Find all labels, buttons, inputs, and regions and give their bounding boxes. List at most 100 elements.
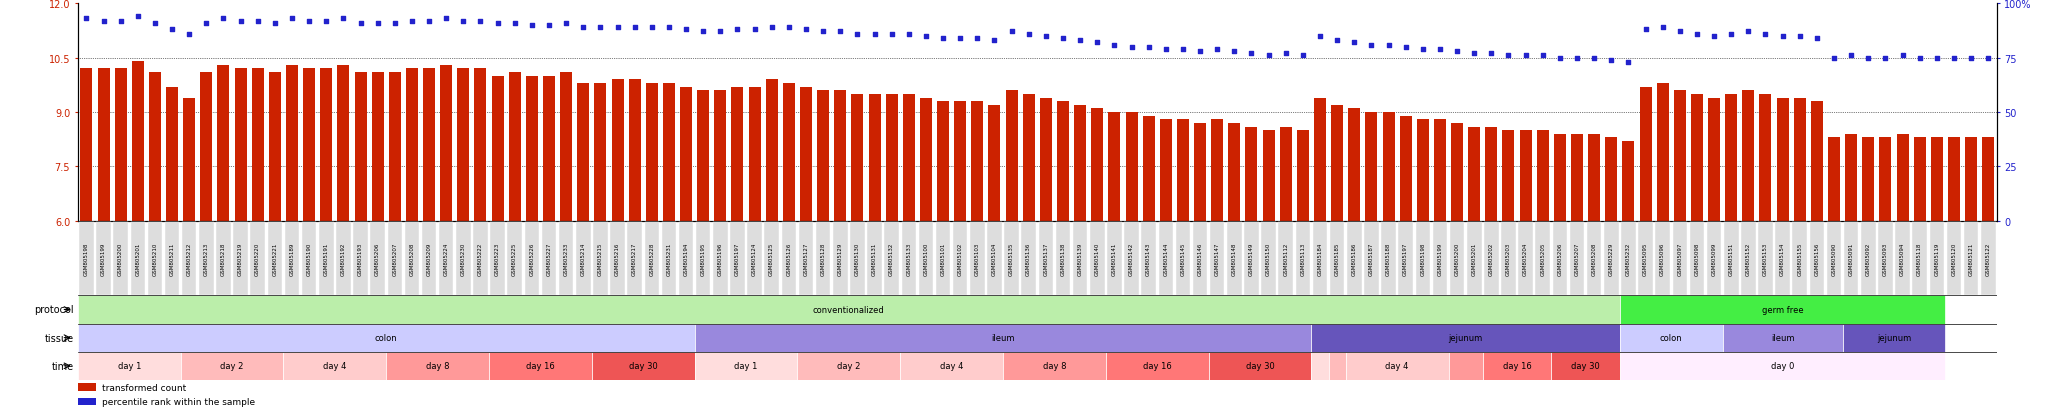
Bar bbox=[694, 324, 1311, 352]
Bar bbox=[1331, 105, 1343, 221]
Bar bbox=[1415, 221, 1430, 296]
Text: GSM805201: GSM805201 bbox=[135, 242, 141, 275]
Text: GSM805154: GSM805154 bbox=[1780, 242, 1786, 275]
Point bbox=[1526, 53, 1559, 59]
Bar bbox=[389, 73, 401, 221]
Bar bbox=[1894, 221, 1911, 296]
Point bbox=[498, 20, 530, 27]
Bar bbox=[113, 221, 127, 296]
Bar bbox=[1896, 135, 1909, 221]
Text: GSM805194: GSM805194 bbox=[684, 242, 688, 275]
Bar bbox=[150, 73, 162, 221]
Point bbox=[823, 29, 856, 36]
Bar bbox=[406, 69, 418, 221]
Bar bbox=[885, 221, 899, 296]
Bar bbox=[1843, 324, 1946, 352]
Bar bbox=[1399, 221, 1413, 296]
Bar bbox=[1759, 95, 1772, 221]
Bar bbox=[715, 91, 727, 221]
Bar bbox=[201, 73, 213, 221]
Text: GSM805201: GSM805201 bbox=[1473, 242, 1477, 275]
Bar bbox=[954, 102, 967, 221]
Bar bbox=[1604, 221, 1618, 296]
Bar bbox=[678, 221, 694, 296]
Bar bbox=[578, 84, 590, 221]
Bar bbox=[526, 76, 539, 221]
Bar bbox=[1466, 221, 1481, 296]
Bar bbox=[612, 80, 623, 221]
Bar bbox=[371, 221, 385, 296]
Text: jejunum: jejunum bbox=[1876, 333, 1911, 342]
Bar bbox=[782, 84, 795, 221]
Bar bbox=[543, 76, 555, 221]
Text: ileum: ileum bbox=[1772, 333, 1794, 342]
Text: GSM805231: GSM805231 bbox=[666, 242, 672, 275]
Bar bbox=[1655, 221, 1669, 296]
Text: GSM805226: GSM805226 bbox=[528, 242, 535, 275]
Bar bbox=[936, 221, 950, 296]
Text: GSM805197: GSM805197 bbox=[735, 242, 739, 275]
Bar bbox=[645, 84, 657, 221]
Point bbox=[1047, 36, 1079, 42]
Bar bbox=[1245, 127, 1257, 221]
Bar bbox=[1022, 95, 1034, 221]
Text: colon: colon bbox=[375, 333, 397, 342]
Bar bbox=[1159, 120, 1171, 221]
Bar bbox=[182, 98, 195, 221]
Bar bbox=[387, 221, 401, 296]
Bar bbox=[387, 352, 489, 380]
Bar bbox=[1278, 221, 1292, 296]
Bar bbox=[268, 73, 281, 221]
Bar bbox=[1450, 221, 1464, 296]
Bar bbox=[1948, 221, 1962, 296]
Bar bbox=[664, 84, 676, 221]
Bar bbox=[473, 221, 487, 296]
Bar bbox=[629, 80, 641, 221]
Bar bbox=[1210, 120, 1223, 221]
Bar bbox=[731, 221, 745, 296]
Point bbox=[961, 36, 993, 42]
Point bbox=[1149, 46, 1182, 53]
Text: GSM805212: GSM805212 bbox=[186, 242, 193, 275]
Bar bbox=[1673, 221, 1688, 296]
Bar bbox=[1346, 352, 1448, 380]
Point bbox=[1612, 59, 1645, 66]
Bar bbox=[1743, 91, 1755, 221]
Point bbox=[1219, 49, 1251, 55]
Bar bbox=[301, 221, 315, 296]
Bar bbox=[1038, 221, 1053, 296]
Bar bbox=[217, 221, 231, 296]
Text: GSM805096: GSM805096 bbox=[1661, 242, 1665, 275]
Point bbox=[1493, 53, 1526, 59]
Text: GSM805196: GSM805196 bbox=[719, 242, 723, 275]
Text: GSM805093: GSM805093 bbox=[1882, 242, 1888, 275]
Bar bbox=[1315, 98, 1325, 221]
Bar bbox=[1862, 221, 1876, 296]
Bar bbox=[1964, 221, 1978, 296]
Text: GSM805198: GSM805198 bbox=[1421, 242, 1425, 275]
Text: day 2: day 2 bbox=[221, 361, 244, 370]
Text: GSM805192: GSM805192 bbox=[340, 242, 346, 275]
Point bbox=[842, 31, 874, 38]
Text: GSM805099: GSM805099 bbox=[1712, 242, 1716, 275]
Point bbox=[1663, 29, 1696, 36]
Text: GSM805120: GSM805120 bbox=[1952, 242, 1956, 275]
Text: GSM805124: GSM805124 bbox=[752, 242, 758, 275]
Bar bbox=[1550, 352, 1620, 380]
Text: GSM805125: GSM805125 bbox=[770, 242, 774, 275]
Bar bbox=[1227, 221, 1241, 296]
Bar bbox=[354, 73, 367, 221]
Text: GSM805155: GSM805155 bbox=[1798, 242, 1802, 275]
Bar bbox=[131, 221, 145, 296]
Point bbox=[1835, 53, 1868, 59]
Text: protocol: protocol bbox=[35, 305, 74, 315]
Bar bbox=[1862, 138, 1874, 221]
Bar bbox=[1878, 221, 1892, 296]
Bar bbox=[1501, 221, 1516, 296]
Point bbox=[1305, 33, 1337, 40]
Bar bbox=[199, 221, 213, 296]
Bar bbox=[971, 221, 985, 296]
Point bbox=[276, 16, 309, 23]
Bar bbox=[1913, 138, 1925, 221]
Bar bbox=[696, 91, 709, 221]
